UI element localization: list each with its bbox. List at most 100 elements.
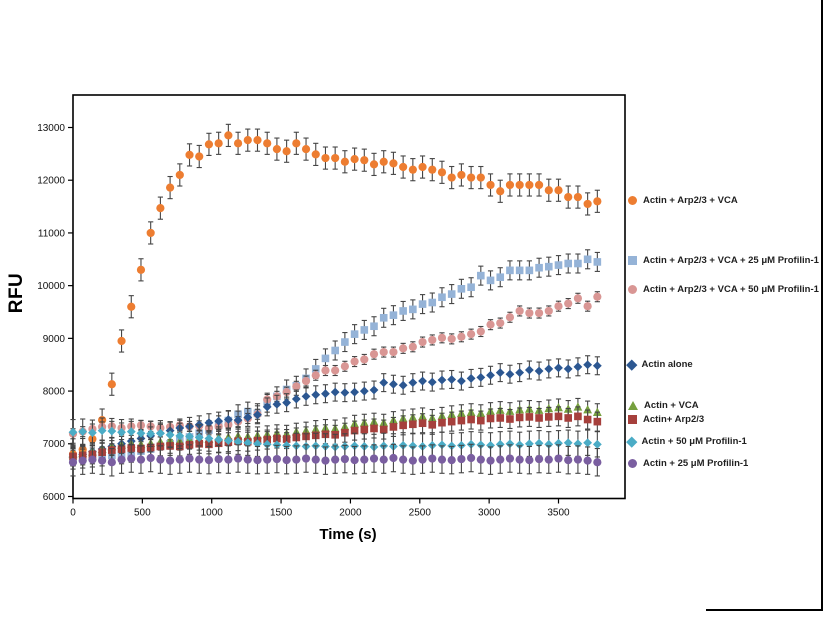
x-tick-label: 2500	[409, 508, 432, 519]
legend-label: Actin alone	[641, 359, 693, 370]
circle-marker	[496, 187, 505, 196]
square-marker	[574, 259, 582, 268]
diamond-marker	[253, 410, 262, 420]
circle-marker	[515, 180, 524, 190]
circle-marker	[331, 366, 340, 375]
diamond-marker	[175, 431, 185, 441]
circle-marker	[408, 456, 417, 465]
circle-marker	[233, 454, 243, 463]
circle-marker	[437, 168, 447, 177]
circle-marker	[418, 455, 427, 464]
circle-marker	[360, 355, 369, 364]
square-marker	[477, 416, 485, 425]
diamond-marker	[592, 361, 602, 371]
diamond-marker	[476, 440, 486, 450]
circle-marker	[321, 366, 330, 375]
circle-marker	[428, 165, 437, 174]
diamond-marker	[515, 440, 525, 450]
diamond-marker	[282, 398, 292, 408]
square-marker	[438, 293, 446, 302]
circle-marker	[282, 456, 291, 465]
legend-label: Actin + Arp2/3 + VCA + 50 μM Profilin-1	[643, 284, 819, 295]
circle-marker	[534, 180, 544, 190]
circle-marker	[369, 160, 379, 169]
x-axis-title: Time (s)	[319, 526, 377, 543]
circle-marker	[185, 150, 194, 160]
orange-circle-marker-icon	[628, 196, 637, 205]
diamond-marker	[554, 363, 563, 373]
circle-marker	[340, 157, 349, 166]
diamond-marker	[97, 426, 107, 436]
diamond-marker	[359, 386, 369, 396]
circle-marker	[156, 455, 165, 464]
circle-marker	[350, 155, 359, 164]
diamond-marker	[126, 427, 136, 437]
diamond-marker	[447, 375, 457, 384]
square-marker	[467, 415, 475, 424]
circle-marker	[117, 455, 126, 464]
diamond-marker	[486, 370, 495, 380]
square-marker	[593, 258, 602, 266]
diamond-marker	[476, 372, 486, 382]
page-border-right	[821, 0, 823, 611]
circle-marker	[136, 265, 146, 274]
square-marker	[544, 262, 553, 271]
circle-marker	[457, 332, 466, 341]
legend-item: Actin + Arp2/3 + VCA	[628, 195, 738, 206]
circle-marker	[486, 320, 495, 329]
square-marker	[379, 313, 388, 322]
circle-marker	[399, 162, 408, 172]
y-tick-label: 10000	[37, 281, 65, 292]
legend-label: Actin + Arp2/3 + VCA + 25 μM Profilin-1	[643, 255, 819, 266]
square-marker	[574, 412, 582, 421]
y-tick-label: 7000	[43, 439, 66, 450]
diamond-marker	[495, 439, 505, 449]
circle-marker	[156, 204, 165, 213]
square-marker	[535, 263, 543, 272]
diamond-marker	[457, 376, 466, 386]
circle-marker	[127, 302, 136, 311]
circle-marker	[593, 292, 602, 301]
circle-marker	[195, 455, 204, 464]
diamond-marker	[194, 433, 204, 442]
diamond-marker	[117, 427, 126, 437]
legend-item: Actin + Arp2/3 + VCA + 25 μM Profilin-1	[628, 255, 819, 266]
circle-marker	[331, 455, 340, 464]
legend-label: Actin + 50 μM Profilin-1	[641, 436, 747, 447]
circle-marker	[350, 456, 359, 465]
circle-marker	[311, 371, 320, 380]
circle-marker	[389, 347, 398, 357]
diamond-marker	[68, 427, 78, 437]
circle-marker	[428, 454, 437, 463]
y-tick-label: 13000	[37, 123, 65, 134]
x-tick-label: 3000	[478, 508, 501, 519]
circle-marker	[476, 173, 485, 182]
legend-item: Actin + 25 μM Profilin-1	[628, 458, 748, 469]
circle-marker	[292, 382, 301, 391]
square-marker	[428, 421, 437, 429]
circle-marker	[564, 456, 573, 465]
diamond-marker	[78, 427, 88, 437]
circle-marker	[437, 455, 447, 464]
circle-marker	[486, 180, 495, 190]
circle-marker	[564, 299, 573, 308]
diamond-marker	[389, 379, 398, 389]
circle-marker	[428, 335, 437, 345]
diamond-marker	[233, 437, 243, 447]
x-tick-label: 500	[134, 508, 151, 519]
diamond-marker	[418, 376, 427, 386]
diamond-marker	[379, 378, 389, 388]
square-marker	[399, 421, 407, 430]
diamond-marker	[282, 440, 292, 450]
darkred-square-marker-icon	[628, 415, 637, 424]
diamond-marker	[165, 430, 175, 440]
diamond-marker	[262, 439, 272, 449]
square-marker	[477, 271, 485, 280]
circle-marker	[360, 156, 369, 165]
page-border-bottom	[706, 609, 823, 611]
legend-item: Actin alone	[626, 359, 693, 370]
circle-marker	[447, 173, 456, 182]
circle-marker	[263, 139, 272, 148]
diamond-marker	[223, 415, 233, 424]
diamond-marker	[272, 399, 282, 409]
